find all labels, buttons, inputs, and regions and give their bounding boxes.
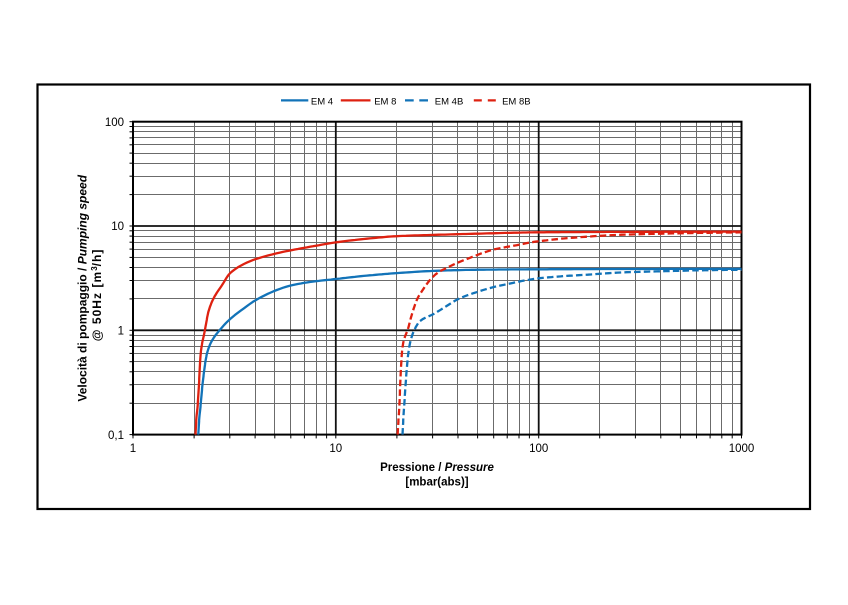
svg-text:100: 100 [105,117,124,129]
svg-text:10: 10 [111,221,124,233]
svg-text:1: 1 [130,443,136,455]
svg-text:Pressione / Pressure: Pressione / Pressure [380,462,494,474]
svg-text:10: 10 [329,443,342,455]
svg-text:[mbar(abs)]: [mbar(abs)] [405,477,468,489]
svg-text:0,1: 0,1 [108,430,124,442]
svg-text:1: 1 [118,326,124,338]
svg-text:100: 100 [529,443,548,455]
svg-text:@ 50Hz [m3/h]: @ 50Hz [m3/h] [90,249,105,342]
svg-text:EM 8B: EM 8B [502,97,531,108]
svg-text:EM 4: EM 4 [311,97,333,108]
svg-text:1000: 1000 [729,443,755,455]
svg-text:Velocità di pompaggio / Pumpin: Velocità di pompaggio / Pumping speed [75,174,89,401]
svg-text:EM 4B: EM 4B [435,97,464,108]
svg-text:EM 8: EM 8 [374,97,396,108]
